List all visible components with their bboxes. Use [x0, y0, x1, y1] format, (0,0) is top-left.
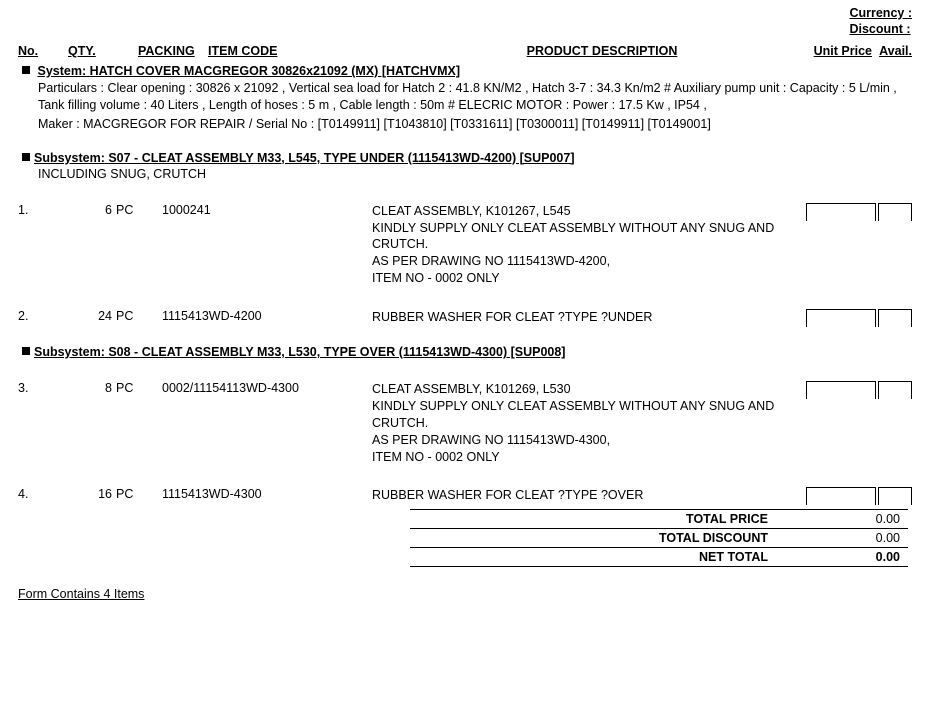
avail-field[interactable]	[878, 203, 912, 221]
item-pack: PC	[116, 381, 162, 395]
line-item: 1.6PC1000241CLEAT ASSEMBLY, K101267, L54…	[18, 203, 912, 287]
subsystem-line: Subsystem: S07 - CLEAT ASSEMBLY M33, L54…	[22, 151, 912, 165]
net-total-val: 0.00	[828, 550, 908, 564]
item-desc: CLEAT ASSEMBLY, K101267, L545KINDLY SUPP…	[372, 203, 806, 287]
system-maker: Maker : MACGREGOR FOR REPAIR / Serial No…	[38, 116, 912, 133]
bullet-icon	[22, 347, 30, 355]
footer-item-count: Form Contains 4 Items	[18, 587, 912, 601]
currency-label: Currency :	[849, 6, 912, 20]
avail-field[interactable]	[878, 381, 912, 399]
avail-field[interactable]	[878, 309, 912, 327]
item-num: 3.	[18, 381, 56, 395]
hdr-no: No.	[18, 44, 68, 58]
item-code: 0002/11154113WD-4300	[162, 381, 372, 395]
bullet-icon	[22, 66, 30, 74]
item-qty: 16	[56, 487, 116, 501]
item-desc: CLEAT ASSEMBLY, K101269, L530KINDLY SUPP…	[372, 381, 806, 465]
bullet-icon	[22, 153, 30, 161]
line-item: 4.16PC1115413WD-4300RUBBER WASHER FOR CL…	[18, 487, 912, 505]
line-item: 3.8PC0002/11154113WD-4300CLEAT ASSEMBLY,…	[18, 381, 912, 465]
item-pack: PC	[116, 309, 162, 323]
item-qty: 24	[56, 309, 116, 323]
subsystem-note: INCLUDING SNUG, CRUTCH	[38, 167, 912, 181]
hdr-product-desc: PRODUCT DESCRIPTION	[408, 44, 802, 58]
system-line: System: HATCH COVER MACGREGOR 30826x2109…	[22, 64, 912, 78]
subsystem-title: S07 - CLEAT ASSEMBLY M33, L545, TYPE UND…	[108, 151, 574, 165]
item-code: 1115413WD-4200	[162, 309, 372, 323]
system-prefix: System:	[37, 64, 86, 78]
item-pack: PC	[116, 203, 162, 217]
item-pack: PC	[116, 487, 162, 501]
discount-label: Discount :	[849, 22, 912, 36]
hdr-unit-price: Unit Price	[802, 44, 872, 58]
unit-price-field[interactable]	[806, 487, 876, 505]
hdr-avail: Avail.	[872, 44, 912, 58]
item-num: 2.	[18, 309, 56, 323]
hdr-packing: PACKING	[138, 44, 208, 58]
system-title: HATCH COVER MACGREGOR 30826x21092 (MX) […	[90, 64, 460, 78]
item-num: 1.	[18, 203, 56, 217]
item-desc: RUBBER WASHER FOR CLEAT ?TYPE ?UNDER	[372, 309, 806, 326]
net-total-label: NET TOTAL	[410, 550, 828, 564]
subsystem-prefix: Subsystem:	[34, 345, 105, 359]
subsystem-prefix: Subsystem:	[34, 151, 105, 165]
item-code: 1115413WD-4300	[162, 487, 372, 501]
total-discount-label: TOTAL DISCOUNT	[410, 531, 828, 545]
item-code: 1000241	[162, 203, 372, 217]
unit-price-field[interactable]	[806, 309, 876, 327]
line-item: 2.24PC1115413WD-4200RUBBER WASHER FOR CL…	[18, 309, 912, 327]
item-desc: RUBBER WASHER FOR CLEAT ?TYPE ?OVER	[372, 487, 806, 504]
hdr-item-code: ITEM CODE	[208, 44, 408, 58]
subsystem-line: Subsystem: S08 - CLEAT ASSEMBLY M33, L53…	[22, 345, 912, 359]
subsystem-title: S08 - CLEAT ASSEMBLY M33, L530, TYPE OVE…	[108, 345, 565, 359]
system-particulars: Particulars : Clear opening : 30826 x 21…	[38, 80, 912, 114]
total-price-val: 0.00	[828, 512, 908, 526]
unit-price-field[interactable]	[806, 203, 876, 221]
item-qty: 6	[56, 203, 116, 217]
item-num: 4.	[18, 487, 56, 501]
totals-block: TOTAL PRICE 0.00 TOTAL DISCOUNT 0.00 NET…	[410, 509, 908, 567]
hdr-qty: QTY.	[68, 44, 138, 58]
item-qty: 8	[56, 381, 116, 395]
unit-price-field[interactable]	[806, 381, 876, 399]
total-discount-val: 0.00	[828, 531, 908, 545]
header-meta: Currency : Discount :	[849, 6, 912, 38]
total-price-label: TOTAL PRICE	[410, 512, 828, 526]
avail-field[interactable]	[878, 487, 912, 505]
column-headers: No. QTY. PACKING ITEM CODE PRODUCT DESCR…	[18, 44, 912, 58]
